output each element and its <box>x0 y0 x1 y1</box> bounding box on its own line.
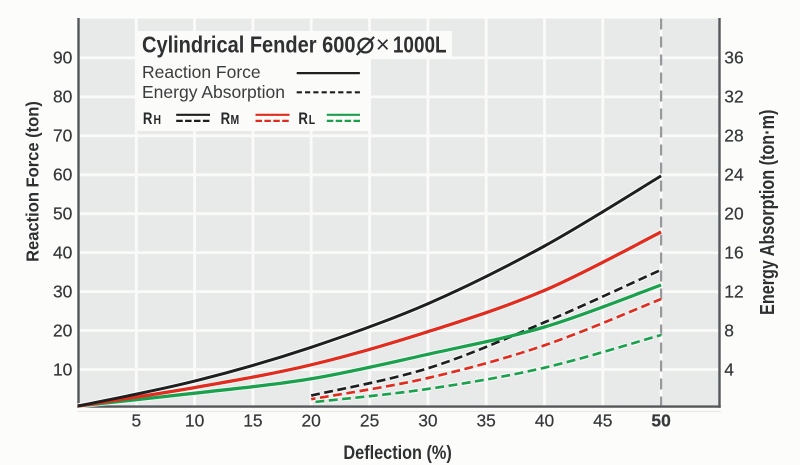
svg-text:40: 40 <box>53 242 72 262</box>
svg-text:8: 8 <box>724 320 734 340</box>
svg-text:RM: RM <box>221 110 240 129</box>
svg-text:70: 70 <box>53 126 72 146</box>
svg-text:45: 45 <box>593 411 612 431</box>
svg-text:20: 20 <box>724 204 743 224</box>
svg-text:RL: RL <box>298 110 315 129</box>
svg-text:10: 10 <box>53 359 72 379</box>
svg-text:28: 28 <box>724 126 743 146</box>
svg-text:35: 35 <box>477 411 496 431</box>
svg-text:Reaction Force (ton): Reaction Force (ton) <box>23 101 43 262</box>
svg-text:Deflection (%): Deflection (%) <box>343 441 451 463</box>
svg-text:20: 20 <box>53 320 72 340</box>
svg-text:5: 5 <box>131 411 141 431</box>
svg-text:20: 20 <box>302 411 321 431</box>
svg-text:40: 40 <box>535 411 554 431</box>
svg-text:×: × <box>376 32 390 59</box>
svg-text:32: 32 <box>724 87 743 107</box>
svg-text:60: 60 <box>53 165 72 185</box>
svg-text:16: 16 <box>724 242 743 262</box>
svg-text:10: 10 <box>185 411 204 431</box>
svg-text:RH: RH <box>143 110 161 129</box>
svg-text:12: 12 <box>724 281 743 301</box>
svg-text:50: 50 <box>651 411 670 431</box>
svg-text:1000L: 1000L <box>393 33 447 58</box>
svg-text:4: 4 <box>724 359 734 379</box>
svg-text:90: 90 <box>53 48 72 68</box>
svg-text:24: 24 <box>724 165 744 185</box>
svg-text:30: 30 <box>418 411 437 431</box>
svg-text:36: 36 <box>724 48 743 68</box>
svg-text:15: 15 <box>243 411 262 431</box>
svg-text:50: 50 <box>53 204 72 224</box>
svg-text:Energy Absorption: Energy Absorption <box>142 82 285 102</box>
svg-text:Cylindrical Fender 600: Cylindrical Fender 600 <box>142 32 356 58</box>
svg-text:Energy Absorption (ton·m): Energy Absorption (ton·m) <box>756 110 778 315</box>
svg-text:Reaction Force: Reaction Force <box>142 62 261 82</box>
svg-text:80: 80 <box>53 87 72 107</box>
svg-text:25: 25 <box>360 411 379 431</box>
svg-text:30: 30 <box>53 281 72 301</box>
